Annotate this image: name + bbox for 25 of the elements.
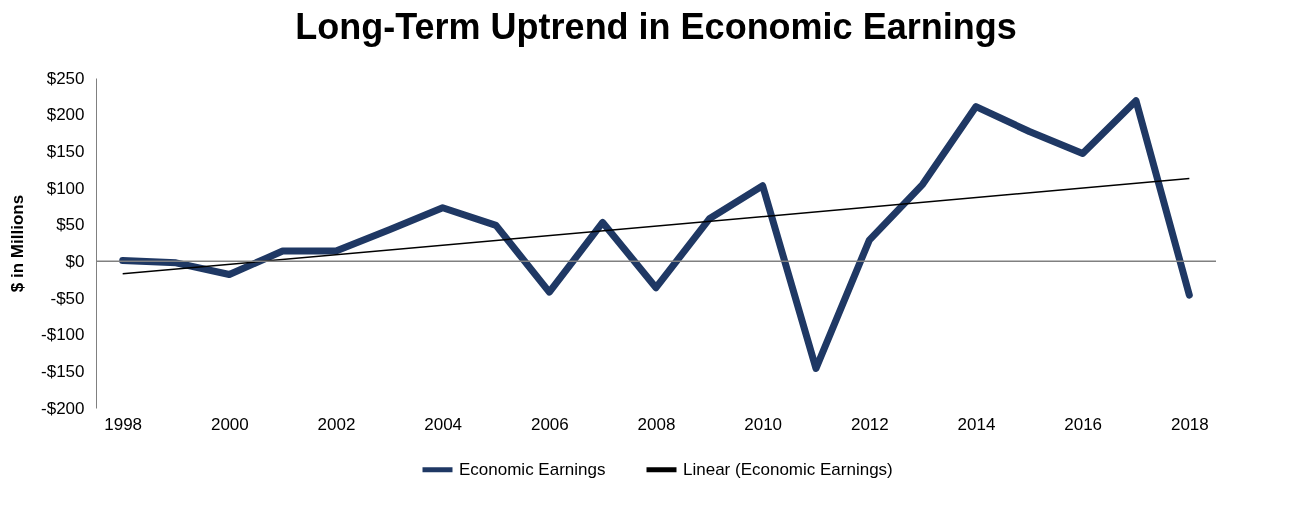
x-tick-label: 1998 [104, 414, 143, 434]
x-tick-label: 2010 [744, 414, 783, 434]
legend-label: Linear (Economic Earnings) [683, 459, 893, 479]
x-tick-label: 2002 [317, 414, 356, 434]
y-tick-label: -$200 [41, 398, 85, 418]
y-tick-label: $200 [46, 105, 85, 125]
y-tick-label: $50 [56, 215, 85, 235]
y-tick-label: -$50 [50, 288, 85, 308]
y-axis-title: $ in Millions [8, 194, 28, 293]
y-tick-label: $250 [46, 68, 85, 88]
x-tick-label: 2018 [1170, 414, 1209, 434]
legend-label: Economic Earnings [459, 459, 606, 479]
y-tick-label: -$100 [41, 325, 85, 345]
y-tick-label: $100 [46, 178, 85, 198]
y-tick-label: $150 [46, 141, 85, 161]
x-tick-label: 2016 [1064, 414, 1103, 434]
x-tick-label: 2000 [210, 414, 249, 434]
x-tick-label: 2004 [424, 414, 463, 434]
x-tick-label: 2014 [957, 414, 996, 434]
x-tick-label: 2012 [850, 414, 889, 434]
x-tick-label: 2008 [637, 414, 676, 434]
y-tick-label: $0 [65, 251, 85, 271]
chart-title: Long-Term Uptrend in Economic Earnings [295, 6, 1017, 47]
x-tick-label: 2006 [530, 414, 569, 434]
y-tick-label: -$150 [41, 361, 85, 381]
